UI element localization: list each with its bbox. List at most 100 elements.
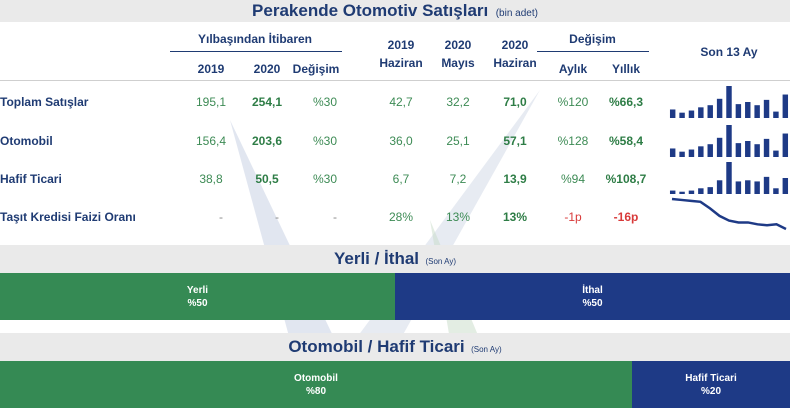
spark-bar [782,178,789,194]
section-car-lcv-title: Otomobil / Hafif Ticari [288,337,465,356]
cell-lcv-monthly: %94 [560,172,586,186]
spark-bar [679,151,685,157]
section-domestic-import-header: Yerli / İthal (Son Ay) [0,245,790,273]
header-change-group: Değişim [569,32,616,46]
bar-domestic: Yerli %50 [0,273,395,320]
sparkline-car [669,125,789,157]
cell-total-yearly: %66,3 [608,95,644,109]
bar-lcv-label: Hafif Ticari [685,373,737,384]
spark-bar [726,162,732,194]
header-spark: Son 13 Ay [700,45,758,59]
spark-bar [698,146,704,157]
cell-car-ytd2020: 203,6 [251,134,283,148]
spark-bar [669,148,676,157]
bar-import-value: %50 [582,298,603,309]
spark-bar [763,99,770,118]
header-m2019-year: 2019 [387,38,415,52]
page-title: Perakende Otomotiv Satışları [252,1,489,20]
cell-car-ytdchange: %30 [312,134,338,148]
cell-total-m2019: 42,7 [389,95,413,109]
spark-bar [754,144,760,157]
bar-lcv-value: %20 [700,386,721,397]
cell-car-m2020b: 57,1 [503,134,527,148]
spark-bar [754,105,760,118]
bar-lcv: Hafif Ticari %20 [632,361,790,408]
cell-total-ytdchange: %30 [312,95,338,109]
spark-bar [688,149,695,157]
cell-total-ytd2019: 195,1 [195,95,227,109]
spark-bar [698,107,704,118]
cell-loan-ytd2019: - [219,210,223,224]
bar-import: İthal %50 [395,273,790,320]
spark-bar [735,181,742,194]
page-subtitle: (bin adet) [495,8,538,19]
header-m2020a-year: 2020 [444,38,472,52]
row-label-car: Otomobil [0,134,53,148]
spark-bar [688,190,695,194]
cell-loan-ytd2020: - [275,210,279,224]
bar-car-value: %80 [305,386,326,397]
spark-line [671,197,787,231]
spark-bar [782,133,789,157]
spark-bar [679,191,685,194]
cell-car-ytd2019: 156,4 [195,134,227,148]
spark-bar [773,111,779,118]
cell-total-m2020a: 32,2 [446,95,470,109]
row-label-lcv: Hafif Ticari [0,172,62,186]
cell-total-monthly: %120 [557,95,589,109]
row-label-total: Toplam Satışlar [0,95,89,109]
header-ytd-group: Yılbaşından İtibaren [197,32,313,46]
spark-bar [745,141,751,157]
cell-loan-yearly: -16p [613,210,639,224]
bar-import-label: İthal [582,285,603,296]
spark-bar [679,112,685,118]
bar-domestic-label: Yerli [186,285,209,296]
spark-bar [773,188,779,194]
cell-lcv-yearly: %108,7 [605,172,647,186]
row-label-loan-rate: Taşıt Kredisi Faizi Oranı [0,210,136,224]
spark-bar [726,86,732,118]
header-ytd-divider [170,51,342,52]
cell-total-ytd2020: 254,1 [251,95,283,109]
spark-bar [754,181,760,194]
spark-bar [773,150,779,157]
header-ytd-2020: 2020 [253,62,281,76]
spark-bar [735,143,742,157]
header-bottom-divider [0,80,790,81]
bar-domestic-value: %50 [187,298,208,309]
spark-bar [688,110,695,118]
section-car-lcv-header: Otomobil / Hafif Ticari (Son Ay) [0,333,790,361]
header-change-divider [537,51,649,52]
cell-total-m2020b: 71,0 [503,95,527,109]
cell-car-monthly: %128 [557,134,589,148]
spark-bar [707,187,713,194]
cell-loan-m2019: 28% [388,210,414,224]
spark-bar [707,105,713,118]
spark-bar [745,180,751,194]
sparkline-loan-rate [671,197,787,231]
cell-loan-m2020a: 13% [445,210,471,224]
bar-car: Otomobil %80 [0,361,632,408]
cell-lcv-m2020a: 7,2 [449,172,467,186]
spark-bar [669,109,676,118]
spark-bar [716,137,723,157]
section-domestic-import-title: Yerli / İthal [333,249,420,268]
bar-car-label: Otomobil [294,373,338,384]
sparkline-lcv [669,162,789,194]
header-ytd-change: Değişim [292,62,340,76]
cell-loan-monthly: -1p [564,210,582,224]
header-change-yearly: Yıllık [611,62,640,76]
spark-bar [763,138,770,157]
cell-car-yearly: %58,4 [608,134,644,148]
spark-bar [735,104,742,118]
header-m2020a-month: Mayıs [441,56,475,70]
cell-lcv-ytd2019: 38,8 [199,172,223,186]
spark-bar [698,188,704,194]
header-m2019-month: Haziran [379,56,423,70]
cell-lcv-ytdchange: %30 [312,172,338,186]
cell-lcv-m2019: 6,7 [392,172,410,186]
cell-car-m2020a: 25,1 [446,134,470,148]
cell-lcv-m2020b: 13,9 [503,172,527,186]
spark-bar [716,98,723,118]
cell-loan-m2020b: 13% [502,210,528,224]
